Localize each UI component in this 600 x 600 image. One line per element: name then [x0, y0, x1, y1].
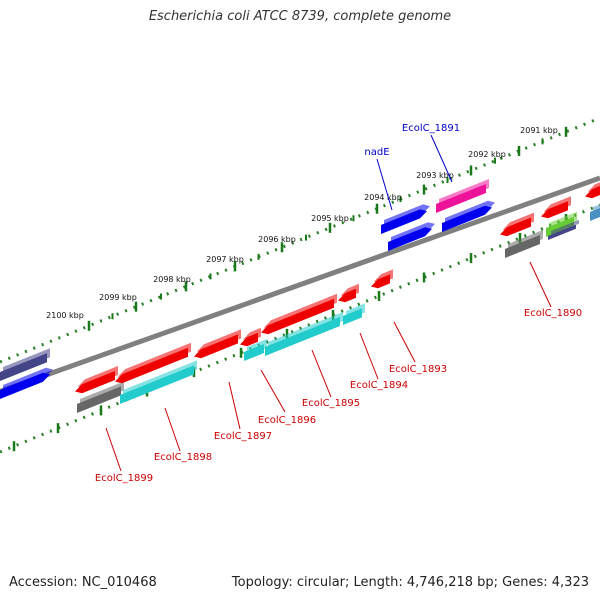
gene-EcolC-1899: [77, 381, 124, 413]
gene-navy-left: [0, 348, 50, 381]
gene-EcolC-1898-top: [115, 342, 191, 384]
ruler-tick-label: 2094 kbp: [364, 193, 402, 202]
gene-label-leader: [430, 134, 453, 183]
gene-label[interactable]: EcolC_1893: [389, 364, 447, 375]
ruler-tick-label: 2098 kbp: [153, 275, 191, 284]
gene-label-leader: [376, 158, 393, 211]
ruler-tick-label: 2100 kbp: [46, 311, 84, 320]
gene-EcolC-1890-top: [500, 212, 534, 237]
ruler-tick-label: 2095 kbp: [311, 214, 349, 223]
gene-steelblue-far-right: [590, 204, 600, 221]
gene-EcolC-1895: [265, 312, 343, 356]
gene-EcolC-1891: [442, 200, 495, 232]
gene-label-leader: [393, 321, 416, 363]
gene-label-leader: [105, 427, 122, 472]
ruler-tick-label: 2097 kbp: [206, 255, 244, 264]
gene-EcolC-1899-top: [75, 366, 118, 394]
gene-label-leader: [311, 349, 332, 398]
gene-label-leader: [359, 332, 379, 380]
map-title: Escherichia coli ATCC 8739, complete gen…: [148, 9, 452, 24]
gene-blue-left: [0, 367, 53, 399]
gene-EcolC-1896: [244, 339, 267, 361]
gene-EcolC-1897: [194, 329, 241, 359]
backbone: [0, 175, 600, 395]
gene-label[interactable]: EcolC_1896: [258, 415, 316, 426]
gene-EcolC-1896-small: [240, 327, 261, 347]
gene-EcolC-1894-top: [338, 283, 359, 303]
gene-label-leader: [228, 381, 241, 430]
gene-EcolC-1893: [371, 269, 393, 289]
footer-accession: Accession: NC_010468: [9, 575, 157, 590]
gene-label[interactable]: EcolC_1898: [154, 452, 212, 463]
gene-label-leader: [260, 369, 286, 413]
gene-label[interactable]: EcolC_1894: [350, 380, 408, 391]
gene-label-leader: [164, 407, 181, 452]
ruler-tick-label: 2096 kbp: [258, 235, 296, 244]
ruler-tick-label: 2093 kbp: [416, 171, 454, 180]
gene-red-3: [541, 196, 571, 219]
gene-nadE: [381, 204, 430, 234]
gene-label-leader: [529, 261, 552, 308]
ruler-lower: [0, 203, 600, 454]
gene-label[interactable]: EcolC_1890: [524, 308, 582, 319]
ruler-tick-label: 2091 kbp: [520, 126, 558, 135]
gene-navy-3: [548, 219, 579, 240]
gene-label[interactable]: EcolC_1897: [214, 431, 272, 442]
gene-EcolC-1894: [343, 303, 365, 325]
footer-summary: Topology: circular; Length: 4,746,218 bp…: [231, 575, 589, 590]
gene-EcolC-1891-top: [436, 179, 489, 213]
gene-EcolC-1890: [505, 230, 543, 258]
ruler-tick-label: 2092 kbp: [468, 150, 506, 159]
gene-label[interactable]: EcolC_1895: [302, 398, 360, 409]
ruler-upper: 2091 kbp 2092 kbp 2093 kbp 2094 kbp 2095 kbp…: [0, 116, 600, 364]
gene-label[interactable]: nadE: [364, 147, 389, 158]
gene-label[interactable]: EcolC_1891: [402, 123, 460, 134]
gene-red-far-right: [585, 182, 600, 199]
gene-blue-2: [388, 222, 435, 251]
gene-EcolC-1895-top: [261, 293, 337, 335]
gene-EcolC-1898: [120, 360, 197, 404]
gene-label[interactable]: EcolC_1899: [95, 473, 153, 484]
ruler-tick-label: 2099 kbp: [99, 293, 137, 302]
